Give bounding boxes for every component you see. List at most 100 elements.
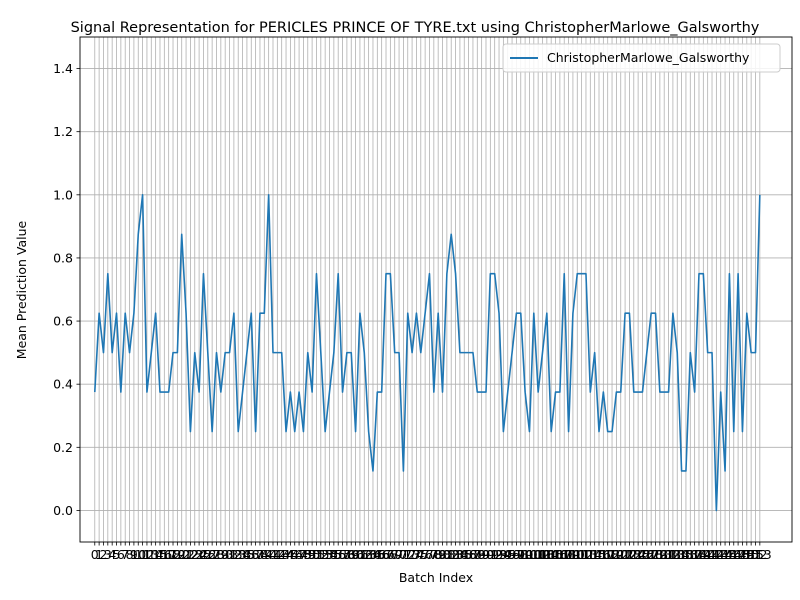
x-tick-label: 109 [557, 547, 581, 562]
x-tick-label: 84 [452, 547, 468, 562]
x-tick-label: 76 [417, 547, 433, 562]
x-tick-label: 9 [130, 547, 138, 562]
x-tick-label: 24 [191, 547, 207, 562]
x-tick-label: 51 [309, 547, 325, 562]
x-tick-label: 87 [465, 547, 481, 562]
x-tick-label: 32 [226, 547, 242, 562]
x-tick-label: 89 [474, 547, 490, 562]
legend: ChristopherMarlowe_Galsworthy [502, 43, 781, 73]
x-tick-label: 92 [487, 547, 503, 562]
x-tick-label: 43 [274, 547, 290, 562]
x-tick-label: 61 [352, 547, 368, 562]
x-tick-label: 116 [587, 547, 611, 562]
x-tick-label: 101 [522, 547, 546, 562]
x-tick-label: 79 [430, 547, 446, 562]
x-tick-label: 36 [243, 547, 259, 562]
x-tick-label: 19 [169, 547, 185, 562]
x-tick-label: 35 [239, 547, 255, 562]
x-tick-label: 71 [395, 547, 411, 562]
x-tick-label: 53 [317, 547, 333, 562]
x-tick-label: 30 [217, 547, 233, 562]
y-axis-label: Mean Prediction Value [14, 220, 29, 359]
x-tick-label: 65 [369, 547, 385, 562]
x-tick-label: 47 [291, 547, 307, 562]
x-tick-label: 141 [696, 547, 720, 562]
x-tick-label: 133 [661, 547, 685, 562]
x-tick-label: 69 [387, 547, 403, 562]
x-tick-label: 15 [152, 547, 168, 562]
x-tick-label: 143 [704, 547, 728, 562]
legend-frame [502, 43, 781, 73]
x-tick-label: 150 [735, 547, 759, 562]
x-tick-label: 11 [135, 547, 151, 562]
x-tick-label: 10 [130, 547, 146, 562]
x-tick-label: 145 [713, 547, 737, 562]
y-tick-label: 1.2 [53, 124, 73, 139]
x-tick-label: 67 [378, 547, 394, 562]
x-tick-label: 57 [335, 547, 351, 562]
x-tick-label: 73 [404, 547, 420, 562]
x-tick-label: 18 [165, 547, 181, 562]
x-tick-label: 7 [121, 547, 129, 562]
x-axis-label: Batch Index [399, 570, 473, 585]
x-tick-label: 0 [91, 547, 99, 562]
x-tick-label: 103 [531, 547, 555, 562]
x-tick-label: 3 [104, 547, 112, 562]
x-tick-label: 111 [565, 547, 589, 562]
x-gridlines [94, 37, 761, 542]
x-tick-label: 119 [600, 547, 624, 562]
x-tick-label: 102 [526, 547, 550, 562]
x-tick-label: 42 [269, 547, 285, 562]
x-tick-label: 13 [143, 547, 159, 562]
x-tick-label: 21 [178, 547, 194, 562]
series-line [93, 194, 761, 512]
x-tick-label: 49 [300, 547, 316, 562]
x-tick-label: 138 [683, 547, 707, 562]
x-tick-label: 126 [631, 547, 655, 562]
x-tick-label: 6 [117, 547, 125, 562]
x-tick-label: 2 [99, 547, 107, 562]
x-tick-label: 124 [622, 547, 646, 562]
x-tick-label: 93 [491, 547, 507, 562]
x-tick-label: 149 [731, 547, 755, 562]
series-layer [93, 194, 761, 512]
x-tick-label: 127 [635, 547, 659, 562]
x-tick-label: 152 [744, 547, 768, 562]
x-tick-label: 68 [382, 547, 398, 562]
x-tick-label: 74 [408, 547, 424, 562]
x-tick-label: 91 [482, 547, 498, 562]
x-tick-label: 142 [700, 547, 724, 562]
x-tick-label: 100 [518, 547, 542, 562]
x-tick-label: 117 [591, 547, 615, 562]
x-tick-label: 23 [187, 547, 203, 562]
x-tick-label: 72 [400, 547, 416, 562]
x-tick-label: 97 [508, 547, 524, 562]
x-tick-label: 75 [413, 547, 429, 562]
x-tick-label: 50 [304, 547, 320, 562]
x-tick-label: 104 [535, 547, 559, 562]
x-tick-label: 107 [548, 547, 572, 562]
y-tick-label: 0.4 [53, 377, 73, 392]
x-tick-label: 114 [578, 547, 602, 562]
x-tick-label: 121 [609, 547, 633, 562]
x-tick-label: 122 [613, 547, 637, 562]
x-tick-label: 82 [443, 547, 459, 562]
x-tick-label: 4 [108, 547, 116, 562]
x-tick-label: 125 [626, 547, 650, 562]
x-tick-label: 83 [448, 547, 464, 562]
y-tick-label: 0.8 [53, 250, 73, 265]
x-tick-label: 85 [456, 547, 472, 562]
x-tick-label: 113 [574, 547, 598, 562]
x-tick-label: 95 [500, 547, 516, 562]
x-tick-label: 60 [348, 547, 364, 562]
x-tick-label: 40 [261, 547, 277, 562]
x-tick-label: 59 [343, 547, 359, 562]
x-tick-label: 37 [248, 547, 264, 562]
chart-title: Signal Representation for PERICLES PRINC… [71, 20, 760, 36]
x-tick-label: 62 [356, 547, 372, 562]
x-tick-label: 139 [687, 547, 711, 562]
x-tick-label: 58 [339, 547, 355, 562]
y-tick-label: 0.0 [53, 503, 73, 518]
x-tick-label: 80 [435, 547, 451, 562]
x-tick-label: 78 [426, 547, 442, 562]
